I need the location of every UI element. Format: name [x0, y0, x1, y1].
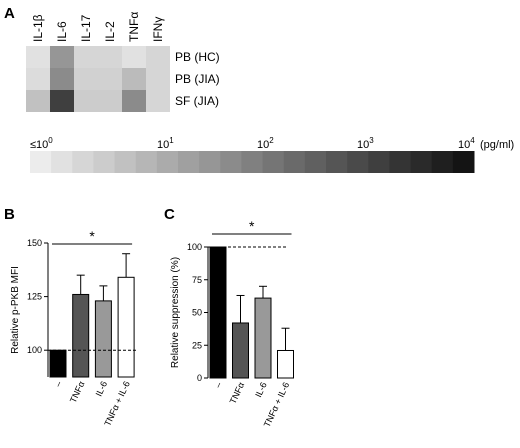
y-tick-label: 100: [27, 345, 42, 355]
heatmap-column-label: IL-2: [103, 21, 117, 42]
color-scale-exponent: 4: [470, 136, 475, 145]
y-axis-title: Relative p-PKB MFI: [10, 266, 21, 354]
panel-label-a: A: [4, 5, 15, 22]
color-scale-step: [283, 151, 306, 173]
color-scale-step: [262, 151, 285, 173]
heatmap-cell: [74, 68, 98, 90]
x-tick-label: –: [213, 381, 224, 390]
color-scale-step: [304, 151, 327, 173]
panel-label-c: C: [164, 206, 175, 223]
heatmap-cell: [122, 68, 146, 90]
color-scale: ≤100 101 102 103 104 (pg/ml): [30, 136, 514, 173]
color-scale-exponent: 3: [369, 136, 374, 145]
bar: [72, 293, 90, 378]
color-scale-step: [326, 151, 348, 173]
bar-chart-c: 0 25 50 75 100 Relative suppression (%) – TNFα I…: [170, 218, 294, 429]
color-scale-label: 104: [458, 136, 475, 151]
heatmap-cell: [26, 46, 50, 68]
x-tick-label: IL-6: [253, 381, 269, 399]
heatmap-cell: [98, 46, 122, 68]
x-tick-label: TNFα: [68, 380, 87, 405]
color-scale-step: [30, 151, 52, 173]
color-scale-label: 102: [257, 136, 274, 151]
color-scale-exponent: 1: [169, 136, 174, 145]
bar: [277, 349, 294, 379]
heatmap-cell: [74, 46, 98, 68]
bar: [94, 300, 112, 378]
heatmap-cell: [146, 90, 170, 112]
color-scale-step: [410, 151, 433, 173]
heatmap-cell: [50, 46, 74, 68]
color-scale-exponent: 0: [48, 136, 53, 145]
bar: [209, 246, 227, 379]
heatmap-column-label: IL-17: [79, 14, 93, 42]
bar: [117, 276, 135, 378]
y-tick-label: 0: [197, 373, 202, 383]
color-scale-step: [51, 151, 73, 173]
heatmap-column-label: IL-6: [55, 21, 69, 42]
y-tick-label: 125: [27, 292, 42, 302]
color-scale-step: [178, 151, 200, 173]
bar: [49, 349, 67, 378]
panel-label-b: B: [4, 206, 15, 223]
heatmap-cell: [146, 68, 170, 90]
color-scale-label: 101: [157, 136, 174, 151]
heatmap-cell: [146, 46, 170, 68]
heatmap-cell: [122, 90, 146, 112]
y-tick-label: 75: [192, 275, 202, 285]
color-scale-step: [199, 151, 221, 173]
significance-marker: *: [249, 218, 255, 234]
significance-marker: *: [89, 228, 95, 244]
heatmap-cell: [50, 90, 74, 112]
color-scale-step: [220, 151, 242, 173]
heatmap-column-label: TNFα: [127, 12, 141, 42]
heatmap-row-label: SF (JIA): [175, 94, 219, 108]
color-scale-step: [72, 151, 94, 173]
y-axis-title: Relative suppression (%): [170, 257, 181, 368]
color-scale-step: [156, 151, 179, 173]
bar: [232, 322, 249, 379]
heatmap-cell: [74, 90, 98, 112]
heatmap-cell: [122, 46, 146, 68]
heatmap-column-label: IL-1β: [31, 14, 45, 42]
color-scale-step: [389, 151, 412, 173]
color-scale-exponent: 2: [269, 136, 274, 145]
color-scale-label: ≤100: [30, 136, 53, 151]
color-scale-step: [241, 151, 264, 173]
color-scale-step: [93, 151, 116, 173]
y-tick-label: 150: [27, 238, 42, 248]
heatmap-row-label: PB (JIA): [175, 72, 220, 86]
y-tick-label: 25: [192, 340, 202, 350]
heatmap-row-label: PB (HC): [175, 50, 220, 64]
y-tick-label: 50: [192, 308, 202, 318]
bar: [254, 297, 272, 379]
heatmap-cell: [98, 90, 122, 112]
x-tick-label: IL-6: [94, 380, 110, 398]
color-scale-step: [347, 151, 369, 173]
y-tick-label: 100: [187, 242, 202, 252]
x-tick-label: –: [53, 380, 64, 389]
color-scale-step: [135, 151, 158, 173]
color-scale-step: [431, 151, 454, 173]
x-tick-label: TNFα: [228, 381, 247, 406]
color-scale-step: [452, 151, 475, 173]
heatmap-cell: [26, 90, 50, 112]
color-scale-label: 103: [357, 136, 374, 151]
heatmap-cell: [98, 68, 122, 90]
heatmap-cell: [50, 68, 74, 90]
heatmap-panel: IL-1β IL-6 IL-17 IL-2 TNFα IFNγ PB (HC) PB (JIA…: [26, 12, 220, 112]
color-scale-step: [114, 151, 137, 173]
heatmap-column-label: IFNγ: [151, 17, 165, 42]
color-scale-step: [368, 151, 390, 173]
color-scale-label: (pg/ml): [480, 139, 514, 151]
heatmap-cell: [26, 68, 50, 90]
